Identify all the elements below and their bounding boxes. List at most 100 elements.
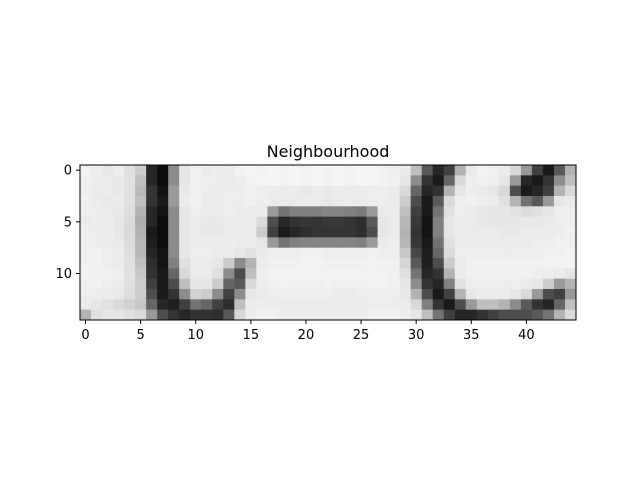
heatmap-cell: [168, 268, 180, 280]
heatmap-cell: [432, 258, 445, 269]
heatmap-cell: [366, 237, 378, 249]
heatmap-cell: [212, 185, 224, 197]
heatmap-cell: [443, 258, 456, 269]
heatmap-cell: [256, 216, 268, 228]
heatmap-cell: [278, 206, 290, 218]
heatmap-cell: [179, 175, 191, 187]
heatmap-cell: [421, 278, 434, 290]
heatmap-cell: [443, 278, 456, 290]
heatmap-cell: [344, 309, 356, 321]
heatmap-cell: [432, 237, 445, 249]
heatmap-cell: [300, 309, 312, 321]
heatmap-cell: [542, 196, 555, 207]
heatmap-cell: [465, 165, 478, 176]
heatmap-cell: [278, 278, 290, 290]
heatmap-cell: [91, 206, 103, 218]
heatmap-cell: [102, 309, 114, 321]
heatmap-cell: [311, 206, 323, 218]
heatmap-cell: [267, 175, 279, 187]
heatmap-cell: [80, 299, 92, 311]
heatmap-cell: [377, 175, 389, 187]
heatmap-cell: [212, 206, 224, 218]
heatmap-cell: [212, 216, 224, 228]
heatmap-cell: [234, 278, 246, 290]
heatmap-cell: [135, 206, 147, 218]
heatmap-cell: [300, 165, 312, 176]
heatmap-cell: [179, 299, 191, 311]
heatmap-cell: [487, 268, 500, 280]
heatmap-cell: [520, 247, 533, 259]
heatmap-cell: [234, 185, 246, 197]
heatmap-cell: [465, 196, 478, 207]
heatmap-cell: [498, 165, 511, 176]
heatmap-cell: [454, 206, 467, 218]
heatmap-cell: [454, 175, 467, 187]
heatmap-cell: [344, 289, 356, 300]
heatmap-cell: [454, 247, 467, 259]
heatmap-cell: [465, 216, 478, 228]
heatmap-cell: [432, 278, 445, 290]
heatmap-cell: [80, 237, 92, 249]
heatmap-cell: [190, 196, 202, 207]
heatmap-cell: [476, 289, 489, 300]
heatmap-cell: [322, 289, 334, 300]
heatmap-cell: [443, 175, 456, 187]
heatmap-cell: [542, 299, 555, 311]
heatmap-cell: [531, 289, 544, 300]
heatmap-cell: [531, 216, 544, 228]
heatmap-cell: [113, 268, 125, 280]
heatmap-cell: [476, 165, 489, 176]
heatmap-cell: [201, 206, 213, 218]
heatmap-cell: [498, 247, 511, 259]
heatmap-cell: [179, 258, 191, 269]
heatmap-cell: [487, 227, 500, 238]
heatmap-cell: [520, 299, 533, 311]
heatmap-cell: [311, 278, 323, 290]
heatmap-cell: [377, 289, 389, 300]
heatmap-cell: [399, 299, 412, 311]
heatmap-cell: [124, 247, 136, 259]
heatmap-cell: [509, 278, 522, 290]
heatmap-cell: [223, 309, 235, 321]
heatmap-cell: [355, 206, 367, 218]
heatmap-cell: [135, 278, 147, 290]
heatmap-cell: [80, 216, 92, 228]
heatmap-cell: [146, 185, 158, 197]
heatmap-cell: [278, 309, 290, 321]
heatmap-cell: [245, 258, 257, 269]
heatmap-cell: [399, 278, 412, 290]
heatmap-cell: [366, 247, 378, 259]
heatmap-cell: [234, 175, 246, 187]
heatmap-cell: [465, 268, 478, 280]
heatmap-cell: [190, 175, 202, 187]
heatmap-cell: [498, 227, 511, 238]
heatmap-cell: [311, 237, 323, 249]
heatmap-cell: [377, 309, 389, 321]
heatmap-cell: [113, 206, 125, 218]
heatmap-cell: [388, 299, 400, 311]
heatmap-cell: [157, 278, 169, 290]
x-axis: 0 5 10 15 20 25 30 35 40: [81, 320, 535, 343]
heatmap-cell: [256, 268, 268, 280]
heatmap-cell: [531, 196, 544, 207]
heatmap-cell: [410, 247, 423, 259]
heatmap-cell: [234, 309, 246, 321]
heatmap-cell: [421, 165, 434, 176]
heatmap-cell: [520, 268, 533, 280]
heatmap-cell: [256, 247, 268, 259]
heatmap-cell: [443, 247, 456, 259]
heatmap-cell: [333, 206, 345, 218]
heatmap-cell: [113, 299, 125, 311]
heatmap-cell: [256, 175, 268, 187]
heatmap-cell: [124, 206, 136, 218]
heatmap-cell: [245, 309, 257, 321]
heatmap-cell: [201, 227, 213, 238]
heatmap-cell: [179, 278, 191, 290]
heatmap-cell: [91, 299, 103, 311]
heatmap-cell: [531, 237, 544, 249]
heatmap-cell: [256, 227, 268, 238]
heatmap-cell: [344, 165, 356, 176]
heatmap-cell: [344, 247, 356, 259]
heatmap-cell: [542, 309, 555, 321]
heatmap-cell: [509, 165, 522, 176]
